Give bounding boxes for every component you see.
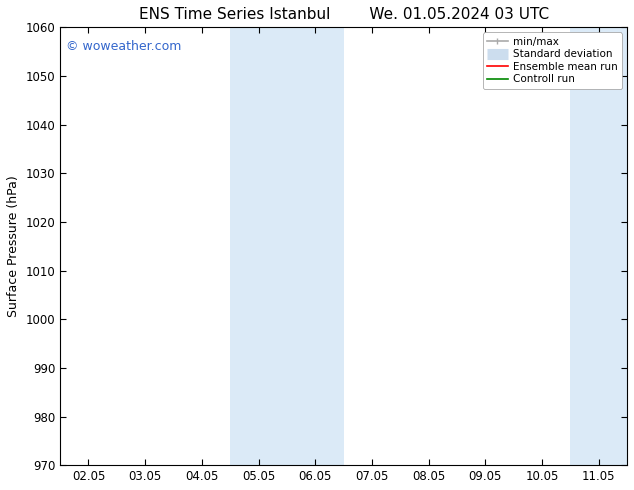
Bar [571, 27, 634, 465]
Y-axis label: Surface Pressure (hPa): Surface Pressure (hPa) [7, 175, 20, 317]
Legend: min/max, Standard deviation, Ensemble mean run, Controll run: min/max, Standard deviation, Ensemble me… [482, 32, 622, 89]
Bar [230, 27, 344, 465]
Title: ENS Time Series Istanbul        We. 01.05.2024 03 UTC: ENS Time Series Istanbul We. 01.05.2024 … [138, 7, 548, 22]
Text: © woweather.com: © woweather.com [66, 40, 181, 53]
